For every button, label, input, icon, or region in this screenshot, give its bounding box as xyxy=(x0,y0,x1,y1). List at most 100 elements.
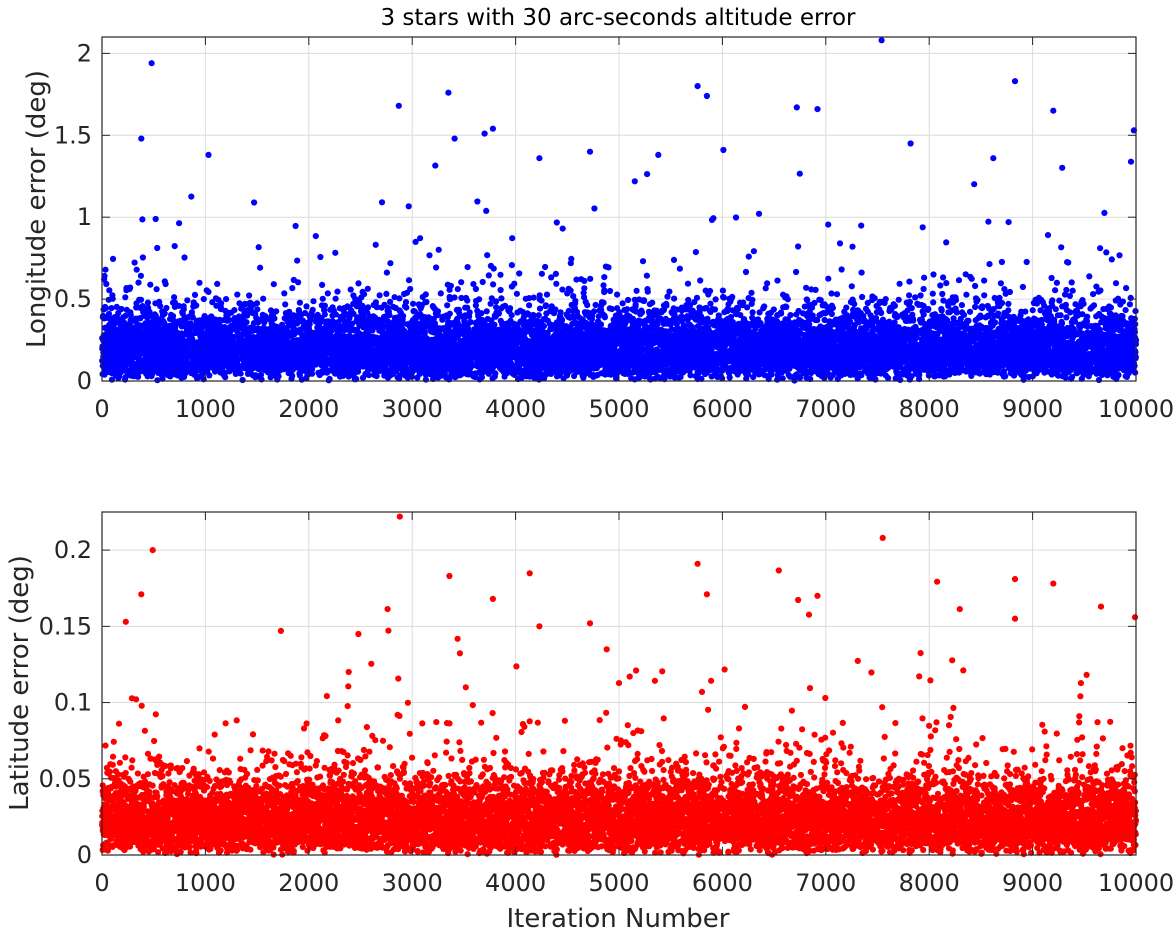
lon-data-point xyxy=(410,300,417,307)
lon-data-point xyxy=(148,371,156,378)
lon-data-point xyxy=(321,302,328,309)
lon-data-point xyxy=(490,281,497,288)
lon-data-point xyxy=(218,300,225,307)
lon-data-point xyxy=(275,373,282,380)
lon-data-point xyxy=(581,277,588,284)
lon-data-point xyxy=(509,235,516,242)
longitude-points xyxy=(99,37,1140,384)
lon-data-point xyxy=(403,304,410,311)
lon-data-point xyxy=(137,272,144,279)
lon-data-point xyxy=(542,302,550,309)
lon-data-point xyxy=(396,295,403,302)
lon-data-point xyxy=(257,264,264,271)
lon-data-point xyxy=(458,279,465,286)
lon-data-point xyxy=(214,280,221,287)
lon-data-point xyxy=(605,264,612,271)
lon-data-point xyxy=(243,319,250,326)
lon-data-point xyxy=(237,370,244,377)
lon-data-point xyxy=(423,298,430,306)
lon-data-point xyxy=(433,264,440,271)
lon-data-point xyxy=(538,270,546,277)
lon-data-point xyxy=(108,305,115,312)
lon-data-point xyxy=(171,243,178,250)
lon-data-point xyxy=(601,314,609,321)
lon-data-point xyxy=(535,312,542,319)
lon-data-point xyxy=(154,377,161,384)
lon-data-point xyxy=(590,308,598,315)
lon-data-point xyxy=(319,295,326,302)
lon-data-point xyxy=(154,244,161,252)
lon-data-point xyxy=(552,306,559,313)
lon-data-point xyxy=(485,272,492,279)
lon-data-point xyxy=(139,254,146,261)
lon-data-point xyxy=(492,370,499,377)
lon-data-point xyxy=(447,282,454,289)
lon-data-point xyxy=(157,302,164,310)
lon-data-point xyxy=(487,300,494,307)
lon-data-point xyxy=(312,233,319,240)
lon-data-point xyxy=(600,299,607,306)
lon-data-point xyxy=(321,311,328,318)
lon-data-point xyxy=(372,241,379,248)
lon-data-point xyxy=(135,279,142,286)
lon-data-point xyxy=(435,246,442,253)
lon-data-point xyxy=(334,288,341,295)
lon-data-point xyxy=(402,299,410,306)
lon-data-point xyxy=(295,279,302,286)
lon-data-point xyxy=(184,297,191,304)
lon-data-point xyxy=(191,291,199,298)
lon-data-point xyxy=(407,285,414,293)
lon-data-point xyxy=(567,287,574,294)
lon-data-point xyxy=(365,372,372,379)
lon-data-point xyxy=(474,198,481,205)
lon-data-point xyxy=(319,281,326,288)
lon-data-point xyxy=(497,271,504,278)
lon-data-point xyxy=(536,305,544,312)
lon-data-point xyxy=(383,290,390,297)
lon-data-point xyxy=(432,162,439,169)
lon-data-point xyxy=(581,285,588,292)
lon-data-point xyxy=(476,296,483,303)
lon-data-point xyxy=(131,259,138,266)
lon-data-point xyxy=(483,308,490,315)
lon-data-point xyxy=(152,215,159,223)
lon-data-point xyxy=(139,216,146,223)
lon-data-point xyxy=(222,374,229,381)
lon-data-point xyxy=(601,274,608,281)
lon-data-point xyxy=(592,301,599,309)
lon-data-point xyxy=(405,277,413,284)
lon-data-point xyxy=(490,265,497,272)
lon-data-point xyxy=(246,292,253,299)
lon-data-point xyxy=(169,313,177,320)
lon-data-point xyxy=(508,312,515,319)
lon-data-point xyxy=(102,266,109,273)
lon-data-point xyxy=(251,199,258,206)
lon-data-point xyxy=(559,225,566,232)
lon-data-point xyxy=(378,199,386,206)
lon-data-point xyxy=(127,312,134,319)
lon-data-point xyxy=(364,285,371,292)
lon-data-point xyxy=(597,321,605,328)
lon-data-point xyxy=(122,312,129,319)
lon-data-point xyxy=(466,309,473,316)
lon-data-point xyxy=(289,285,296,292)
chart-title: 3 stars with 30 arc-seconds altitude err… xyxy=(380,5,856,31)
lon-data-point xyxy=(400,312,407,320)
lon-data-point xyxy=(159,375,166,382)
lon-data-point xyxy=(106,287,113,294)
lon-data-point xyxy=(176,220,183,227)
lon-data-point xyxy=(422,291,429,298)
lon-data-point xyxy=(171,294,178,301)
lon-data-point xyxy=(303,303,310,310)
lon-data-point xyxy=(118,305,125,313)
lon-data-point xyxy=(193,302,200,309)
lon-data-point xyxy=(163,304,170,312)
lon-data-point xyxy=(543,291,551,298)
lon-data-point xyxy=(162,280,169,288)
lon-data-point xyxy=(552,270,560,277)
lon-data-point xyxy=(464,297,471,304)
lon-data-point xyxy=(472,285,479,293)
lon-data-point xyxy=(361,291,368,298)
lon-data-point xyxy=(601,287,608,294)
